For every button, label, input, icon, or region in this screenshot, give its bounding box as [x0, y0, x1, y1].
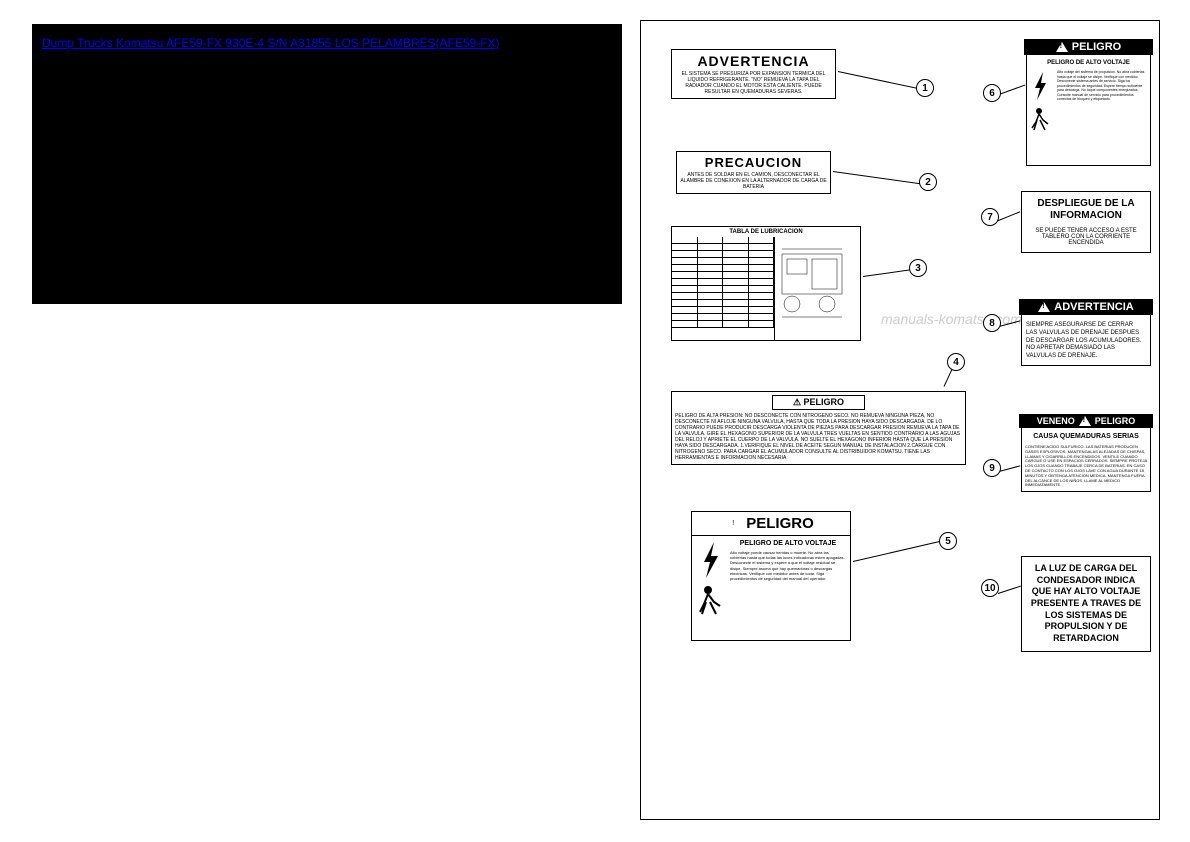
label-1-body: EL SISTEMA SE PRESURIZA POR EXPANSION TE… [675, 71, 832, 95]
label-5-title: PELIGRO [746, 515, 814, 532]
truck-schematic-icon [777, 239, 858, 334]
danger-label-6: PELIGRO PELIGRO DE ALTO VOLTAJE Alto vol… [1026, 41, 1151, 166]
callout-9: 9 [983, 459, 1001, 477]
callout-4: 4 [947, 353, 965, 371]
leader-3 [863, 269, 913, 277]
callout-8: 8 [983, 314, 1001, 332]
label-9-header: VENENO PELIGRO [1019, 414, 1153, 428]
warning-label-8: ADVERTENCIA SIEMPRE ASEGURARSE DE CERRAR… [1021, 301, 1151, 366]
label-10-body: LA LUZ DE CARGA DEL CONDESADOR INDICA QU… [1028, 563, 1144, 645]
label-5-smalltext: Alto voltaje puede causar heridas o muer… [730, 550, 846, 581]
label-1-title: ADVERTENCIA [675, 53, 832, 69]
lubrication-chart: TABLA DE LUBRICACION [671, 226, 861, 341]
poison-label-9: VENENO PELIGRO CAUSA QUEMADURAS SERIAS C… [1021, 416, 1151, 492]
lightning-bolt-icon [696, 540, 724, 580]
label-9-sub: CAUSA QUEMADURAS SERIAS [1022, 431, 1150, 442]
label-5-sub: PELIGRO DE ALTO VOLTAJE [730, 540, 846, 547]
description-panel: Dump Trucks Komatsu AFE59-FX 930E-4 S/N … [32, 24, 622, 304]
falling-person-icon [696, 584, 724, 619]
callout-10: 10 [981, 579, 999, 597]
caution-label-2: PRECAUCION ANTES DE SOLDAR EN EL CAMION,… [676, 151, 831, 194]
label-8-header: ADVERTENCIA [1019, 299, 1153, 315]
diagram-frame: ADVERTENCIA EL SISTEMA SE PRESURIZA POR … [640, 20, 1160, 820]
label-6-sub: PELIGRO DE ALTO VOLTAJE [1027, 58, 1150, 68]
callout-3: 3 [909, 259, 927, 277]
leader-1 [838, 71, 918, 89]
callout-5: 5 [939, 532, 957, 550]
label-6-header: PELIGRO [1024, 39, 1153, 55]
leader-7 [996, 211, 1020, 222]
label-8-body: SIEMPRE ASEGURARSE DE CERRAR LAS VALVULA… [1022, 318, 1150, 365]
info-label-10: LA LUZ DE CARGA DEL CONDESADOR INDICA QU… [1021, 556, 1151, 652]
lightning-bolt-icon [1029, 70, 1051, 102]
info-label-7: DESPLIEGUE DE LA INFORMACION SE PUEDE TE… [1021, 191, 1151, 253]
leader-2 [833, 171, 922, 185]
product-link[interactable]: Dump Trucks Komatsu AFE59-FX 930E-4 S/N … [32, 24, 510, 62]
label-6-smalltext: Alto voltaje del sistema de propulsion. … [1057, 70, 1148, 134]
label-7-body: SE PUEDE TENER ACCESO A ESTE TABLERO CON… [1028, 228, 1144, 246]
lube-title: TABLA DE LUBRICACION [672, 227, 860, 237]
warning-triangle-icon [1079, 416, 1091, 426]
warning-triangle-icon [1038, 302, 1050, 312]
label-7-title: DESPLIEGUE DE LA INFORMACION [1028, 198, 1144, 222]
callout-1: 1 [916, 79, 934, 97]
label-2-body: ANTES DE SOLDAR EN EL CAMION, DESCONECTA… [680, 172, 827, 190]
label-2-title: PRECAUCION [680, 155, 827, 170]
callout-7: 7 [981, 208, 999, 226]
label-4-body: PELIGRO DE ALTA PRESION: NO DESCONECTE C… [675, 413, 962, 461]
leader-9 [999, 465, 1021, 472]
leader-6 [999, 84, 1026, 95]
label-4-title: ⚠ PELIGRO [772, 395, 865, 410]
falling-person-icon [1029, 106, 1051, 134]
danger-label-5: PELIGRO PELIGRO DE ALTO VOLTAJE Alto vol… [691, 511, 851, 641]
leader-5 [853, 541, 941, 562]
danger-label-4: ⚠ PELIGRO PELIGRO DE ALTA PRESION: NO DE… [671, 391, 966, 465]
warning-label-1: ADVERTENCIA EL SISTEMA SE PRESURIZA POR … [671, 49, 836, 99]
callout-2: 2 [919, 173, 937, 191]
warning-triangle-icon [1056, 42, 1068, 52]
label-9-body: CONTIENE ACIDO SULFURICO. LAS BATERIAS P… [1022, 442, 1150, 491]
warning-triangle-icon [728, 519, 740, 529]
leader-10 [998, 586, 1021, 594]
callout-6: 6 [983, 84, 1001, 102]
